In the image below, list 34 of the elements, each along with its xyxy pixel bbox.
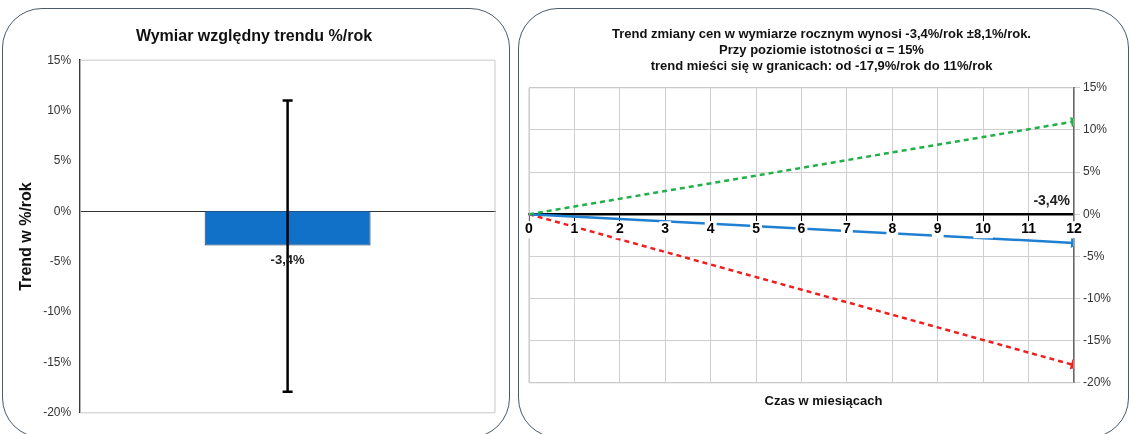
y-tick-label: 5% bbox=[53, 153, 72, 168]
x-tick-label: 5 bbox=[752, 220, 761, 237]
y-tick-label: -15% bbox=[43, 354, 72, 369]
y-tick-label: 0% bbox=[53, 203, 72, 218]
y2-tick-label: 10% bbox=[1082, 122, 1108, 137]
y-tick-label: -5% bbox=[49, 254, 72, 268]
y-axis-title: Trend w %/rok bbox=[17, 182, 35, 291]
x-tick-label: 2 bbox=[615, 220, 624, 237]
x-tick-label: 0 bbox=[525, 220, 534, 237]
x-tick-label: 10 bbox=[975, 220, 992, 237]
y-tick-label: 10% bbox=[47, 102, 72, 117]
chart-title: Trend zmiany cen w wymiarze rocznym wynosi -3,4%/rok ±8,1%/rok. Przy poziomie istotności α = 15% trend mieści się w granicach: od -17,9%/rok do 11%/rok bbox=[612, 26, 1031, 73]
y2-tick-label: 5% bbox=[1082, 164, 1101, 179]
x-tick-label: 3 bbox=[661, 220, 670, 237]
y2-tick-label: 0% bbox=[1082, 206, 1101, 221]
y2-tick-label: -10% bbox=[1082, 290, 1112, 305]
y2-tick-label: -5% bbox=[1082, 248, 1105, 263]
x-axis-title: Czas w miesiącach bbox=[763, 393, 884, 408]
x-tick-label: 12 bbox=[1066, 220, 1082, 237]
annotation: -3,4% bbox=[1033, 192, 1071, 209]
x-tick-label: 11 bbox=[1021, 220, 1037, 237]
x-tick-label: 7 bbox=[843, 220, 852, 237]
chart-title: Wymiar względny trendu %/rok bbox=[135, 27, 373, 45]
x-tick-label: 9 bbox=[933, 220, 942, 237]
y-tick-label: -20% bbox=[43, 405, 72, 420]
x-tick-label: 1 bbox=[570, 220, 579, 237]
y2-tick-label: -20% bbox=[1082, 375, 1112, 390]
x-tick-label: 8 bbox=[888, 220, 897, 237]
y-tick-label: -10% bbox=[43, 304, 72, 319]
y2-tick-label: -15% bbox=[1082, 332, 1112, 347]
y2-tick-label: 15% bbox=[1082, 80, 1108, 95]
x-tick-label: 4 bbox=[706, 220, 715, 237]
y-tick-label: 15% bbox=[47, 52, 72, 67]
x-tick-label: 6 bbox=[797, 220, 806, 237]
